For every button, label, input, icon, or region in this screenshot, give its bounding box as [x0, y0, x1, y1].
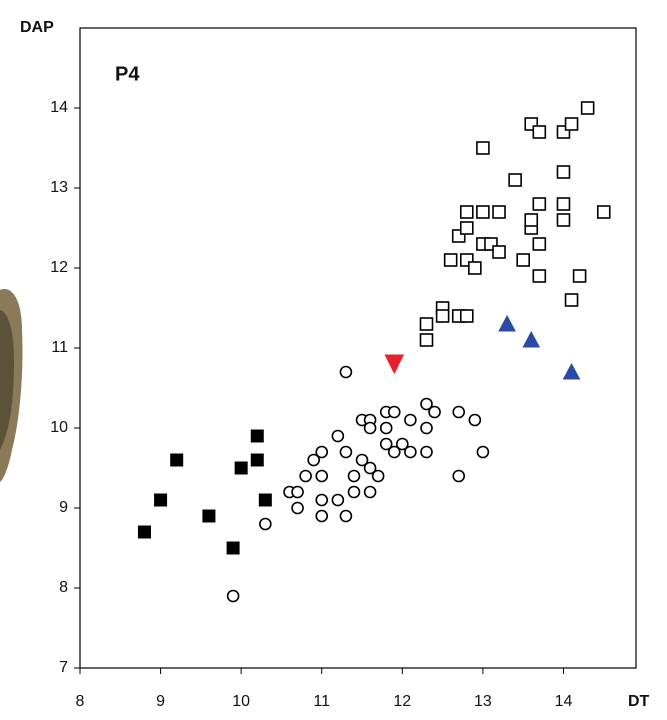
point [468, 413, 482, 427]
point [420, 421, 433, 435]
point [580, 101, 595, 115]
point [532, 269, 547, 283]
point [339, 365, 353, 379]
point [564, 117, 579, 131]
point [387, 445, 401, 459]
point [524, 213, 539, 227]
point [291, 485, 304, 499]
point [420, 397, 433, 411]
point [299, 469, 312, 483]
x-tick-label: 13 [474, 693, 492, 710]
point [347, 469, 361, 483]
point [307, 453, 320, 467]
point [396, 437, 409, 451]
point [363, 461, 377, 475]
point [379, 437, 393, 451]
point [170, 453, 184, 467]
point [363, 485, 377, 499]
point [556, 165, 571, 179]
point [562, 362, 581, 380]
point [347, 485, 361, 499]
y-tick-label: 9 [59, 499, 68, 516]
y-tick-label: 10 [50, 419, 68, 436]
point [291, 501, 304, 515]
point [476, 141, 490, 155]
point [459, 309, 474, 323]
y-tick-label: 8 [59, 579, 68, 596]
point [556, 197, 571, 211]
point [564, 293, 579, 307]
point [339, 445, 353, 459]
point [339, 509, 353, 523]
point [404, 445, 417, 459]
point [387, 405, 401, 419]
y-tick-label: 14 [50, 99, 68, 116]
specimen-shadow [0, 310, 14, 450]
point [315, 509, 329, 523]
point [419, 333, 434, 347]
point [452, 405, 466, 419]
x-tick-label: 14 [555, 693, 573, 710]
point [250, 429, 264, 443]
point [154, 493, 168, 507]
point [468, 261, 482, 275]
y-tick-label: 13 [50, 179, 68, 196]
x-tick-label: 12 [393, 693, 411, 710]
point [476, 205, 490, 219]
point [363, 421, 377, 435]
point [315, 445, 329, 459]
point [532, 237, 547, 251]
y-tick-label: 7 [59, 659, 68, 676]
point [331, 493, 345, 507]
point [371, 469, 385, 483]
point [315, 493, 329, 507]
point [498, 314, 516, 332]
point [532, 197, 547, 211]
point [355, 453, 369, 467]
panel-label: P4 [115, 63, 140, 85]
point [379, 421, 393, 435]
y-axis-label: DAP [20, 19, 54, 36]
point [452, 469, 466, 483]
point [459, 205, 474, 219]
point [492, 245, 506, 259]
point [596, 205, 611, 219]
point [226, 589, 240, 603]
point [250, 453, 264, 467]
point [476, 445, 490, 459]
point [435, 309, 450, 323]
point [532, 125, 547, 139]
point [384, 354, 405, 375]
point [404, 413, 417, 427]
plot-frame [79, 27, 637, 669]
x-tick-label: 11 [313, 693, 330, 710]
x-tick-label: 8 [76, 693, 85, 710]
point [516, 253, 530, 267]
point [259, 517, 272, 531]
point [556, 213, 571, 227]
point [202, 509, 216, 523]
x-axis-label: DT [628, 693, 650, 710]
point [331, 429, 345, 443]
point [420, 445, 433, 459]
x-tick-label: 10 [232, 693, 250, 710]
point [419, 317, 434, 331]
point [508, 173, 522, 187]
point [522, 330, 541, 348]
point [258, 493, 272, 507]
point [443, 253, 458, 267]
y-tick-label: 12 [50, 259, 68, 276]
point [315, 469, 329, 483]
point [572, 269, 587, 283]
point [234, 461, 248, 475]
point [226, 541, 240, 555]
y-tick-label: 11 [51, 339, 68, 356]
point [428, 405, 441, 419]
point [137, 525, 151, 539]
point [492, 205, 506, 219]
x-tick-label: 9 [156, 693, 165, 710]
point [459, 221, 474, 235]
